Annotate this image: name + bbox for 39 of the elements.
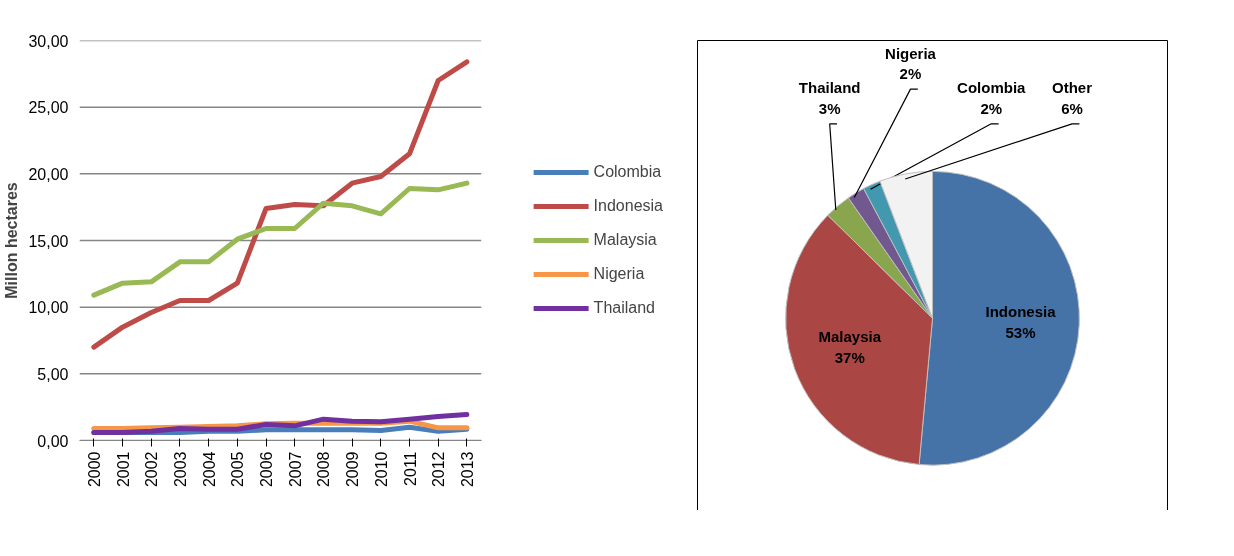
y-tick-label: 10,00 — [28, 299, 69, 317]
slice-label: Thailand — [798, 79, 861, 97]
data-label: 3% — [818, 99, 841, 117]
x-tick-label: 2010 — [372, 451, 390, 488]
x-tick-label: 2004 — [200, 451, 218, 488]
y-tick-label: 30,00 — [28, 32, 69, 50]
slice-label: Indonesia — [985, 303, 1057, 321]
x-tick-label: 2009 — [344, 451, 362, 488]
slice-label: Malaysia — [818, 328, 882, 346]
x-tick-label: 2011 — [401, 451, 419, 486]
x-tick-label: 2001 — [114, 451, 132, 488]
legend-label: Colombia — [593, 163, 662, 181]
y-tick-label: 0,00 — [37, 432, 69, 450]
x-tick-label: 2002 — [143, 451, 161, 488]
slice-label: Other — [1052, 79, 1093, 97]
legend-label: Nigeria — [593, 265, 645, 283]
data-label: 37% — [834, 348, 865, 366]
legend-label: Indonesia — [593, 197, 663, 215]
y-axis-title: Millon hectares — [3, 182, 21, 299]
y-tick-label: 25,00 — [28, 99, 69, 117]
y-tick-label: 20,00 — [28, 165, 69, 183]
legend-label: Malaysia — [593, 231, 657, 249]
data-label: 2% — [899, 65, 922, 83]
x-tick-label: 2013 — [458, 451, 476, 488]
x-tick-label: 2000 — [85, 451, 103, 488]
data-label: 53% — [1005, 323, 1036, 341]
x-tick-label: 2005 — [229, 451, 247, 488]
x-tick-label: 2003 — [171, 451, 189, 488]
x-tick-label: 2007 — [286, 451, 304, 488]
y-tick-label: 5,00 — [37, 365, 69, 383]
y-tick-label: 15,00 — [28, 232, 69, 250]
slice-label: Nigeria — [885, 44, 937, 62]
x-tick-label: 2008 — [315, 451, 333, 488]
x-tick-label: 2012 — [430, 451, 448, 488]
data-label: 2% — [980, 99, 1003, 117]
x-tick-label: 2006 — [258, 451, 276, 488]
legend-label: Thailand — [593, 299, 655, 317]
slice-label: Colombia — [957, 79, 1027, 97]
data-label: 6% — [1061, 99, 1083, 117]
